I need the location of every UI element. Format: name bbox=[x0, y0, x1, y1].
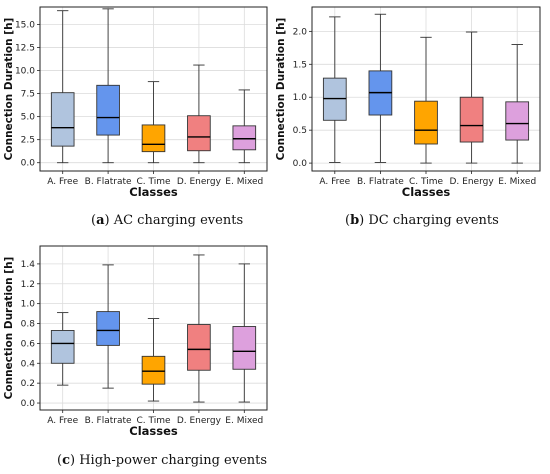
x-axis-label: Classes bbox=[129, 424, 178, 438]
y-tick-label: 2.5 bbox=[21, 136, 35, 146]
y-tick-label: 0.2 bbox=[21, 379, 35, 389]
box-a-free bbox=[50, 10, 75, 164]
box-c-time bbox=[141, 81, 166, 164]
y-tick-label: 0.5 bbox=[293, 126, 307, 136]
y-tick-label: 0.0 bbox=[21, 399, 36, 409]
y-tick-label: 2.0 bbox=[293, 27, 308, 37]
y-tick-label: 0.4 bbox=[21, 359, 36, 369]
iqr-box bbox=[187, 324, 211, 371]
iqr-box bbox=[50, 330, 75, 364]
y-tick-label: 12.5 bbox=[15, 44, 35, 54]
y-tick-label: 1.4 bbox=[21, 260, 36, 270]
panel-caption: (c) High-power charging events bbox=[57, 453, 267, 468]
box-b-flatrate bbox=[368, 13, 393, 163]
caption-letter: b bbox=[350, 213, 359, 228]
x-tick-label: A. Free bbox=[47, 177, 78, 187]
y-tick-label: 0.8 bbox=[21, 320, 36, 330]
box-b-flatrate bbox=[96, 8, 120, 164]
box-a-free bbox=[322, 16, 347, 163]
box-e-mixed bbox=[232, 89, 257, 164]
box-d-energy bbox=[187, 64, 211, 164]
iqr-box bbox=[232, 125, 257, 151]
y-tick-label: 1.2 bbox=[21, 280, 35, 290]
y-tick-label: 1.0 bbox=[21, 300, 36, 310]
x-tick-label: A. Free bbox=[319, 177, 350, 187]
x-tick-label: C. Time bbox=[409, 177, 443, 187]
box-b-flatrate bbox=[96, 264, 120, 389]
caption-letter: a bbox=[96, 213, 105, 228]
x-tick-label: A. Free bbox=[47, 416, 78, 426]
chart-panel-a: 0.0 2.5 5.0 7.5 10.0 12.5 15.0 A. Free B. Flatra… bbox=[3, 6, 268, 228]
x-tick-label: B. Flatrate bbox=[357, 177, 404, 187]
panel-caption: (b) DC charging events bbox=[345, 213, 499, 228]
chart-panel-c: 0.0 0.2 0.4 0.6 0.8 1.0 1.2 1.4 A. Free B. Flatra… bbox=[3, 245, 268, 468]
x-tick-label: E. Mixed bbox=[498, 177, 536, 187]
x-tick-label: D. Energy bbox=[177, 177, 222, 187]
iqr-box bbox=[414, 100, 438, 145]
x-tick-label: E. Mixed bbox=[225, 177, 263, 187]
y-tick-label: 10.0 bbox=[15, 67, 35, 77]
caption-text: ) AC charging events bbox=[105, 213, 244, 228]
y-tick-label: 1.5 bbox=[293, 60, 307, 70]
iqr-box bbox=[96, 84, 120, 136]
iqr-box bbox=[141, 355, 166, 385]
box-c-time bbox=[141, 318, 166, 402]
iqr-box bbox=[50, 92, 75, 147]
y-axis-label: Connection Duration [h] bbox=[275, 18, 287, 161]
chart-panel-b: 0.0 0.5 1.0 1.5 2.0 A. Free B. Flatrate C. Time… bbox=[275, 6, 541, 228]
y-tick-label: 0.6 bbox=[21, 339, 36, 349]
iqr-box bbox=[141, 124, 166, 153]
box-d-energy bbox=[459, 31, 484, 164]
x-tick-label: D. Energy bbox=[450, 177, 495, 187]
x-tick-label: E. Mixed bbox=[225, 416, 263, 426]
x-tick-label: C. Time bbox=[136, 416, 170, 426]
y-tick-label: 0.0 bbox=[293, 159, 308, 169]
box-d-energy bbox=[187, 254, 211, 403]
y-tick-label: 0.0 bbox=[21, 159, 36, 169]
box-a-free bbox=[50, 312, 75, 386]
y-axis-label: Connection Duration [h] bbox=[3, 257, 15, 400]
caption-text: ) DC charging events bbox=[359, 213, 499, 228]
iqr-box bbox=[232, 326, 257, 370]
y-axis-label: Connection Duration [h] bbox=[3, 18, 15, 161]
iqr-box bbox=[187, 115, 211, 152]
caption-paren-open: ( bbox=[91, 213, 96, 228]
x-tick-label: D. Energy bbox=[177, 416, 222, 426]
x-axis-label: Classes bbox=[129, 185, 178, 199]
x-axis-label: Classes bbox=[402, 185, 451, 199]
y-tick-label: 5.0 bbox=[21, 113, 36, 123]
caption-text: ) High-power charging events bbox=[70, 453, 267, 468]
box-c-time bbox=[414, 36, 438, 164]
x-tick-label: B. Flatrate bbox=[85, 416, 132, 426]
caption-paren-open: ( bbox=[57, 453, 62, 468]
y-tick-label: 7.5 bbox=[21, 90, 35, 100]
y-tick-label: 15.0 bbox=[15, 21, 35, 31]
iqr-box bbox=[96, 311, 120, 346]
box-e-mixed bbox=[505, 44, 530, 164]
caption-letter: c bbox=[62, 453, 70, 468]
x-tick-label: C. Time bbox=[136, 177, 170, 187]
box-e-mixed bbox=[232, 263, 257, 403]
x-tick-label: B. Flatrate bbox=[85, 177, 132, 187]
panel-caption: (a) AC charging events bbox=[91, 213, 243, 228]
iqr-box bbox=[505, 101, 530, 141]
y-tick-label: 1.0 bbox=[293, 93, 308, 103]
caption-paren-open: ( bbox=[345, 213, 350, 228]
iqr-box bbox=[459, 96, 484, 143]
